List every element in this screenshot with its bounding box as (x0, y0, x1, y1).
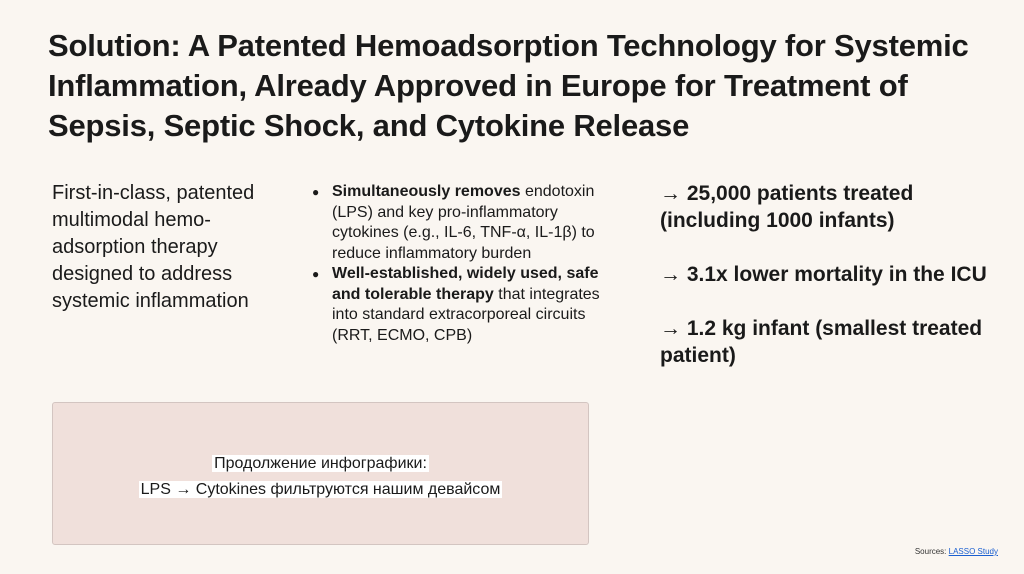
bullet: Well-established, widely used, safe and … (312, 264, 622, 346)
infographic-line: LPS → Cytokines фильтруются нашим девайс… (138, 481, 503, 498)
bullet-list: Simultaneously removes endotoxin (LPS) a… (312, 182, 622, 346)
infographic-placeholder: Продолжение инфографики: LPS → Cytokines… (52, 402, 589, 545)
bullet-bold: Simultaneously removes (332, 183, 521, 200)
lead-text: First-in-class, patented multimodal hemo… (52, 182, 255, 312)
stat: → 25,000 patients treated (including 100… (660, 182, 914, 232)
stats-list: → 25,000 patients treated (including 100… (660, 180, 1000, 396)
bullet-text: endotoxin (LPS) and key pro-inflammatory… (332, 183, 595, 262)
sources-label: Sources: (914, 547, 947, 556)
sources: Sources: LASSO Study (915, 547, 998, 556)
stat: → 3.1x lower mortality in the ICU (660, 263, 987, 286)
slide-title: Solution: A Patented Hemoadsorption Tech… (48, 28, 969, 143)
stat: → 1.2 kg infant (smallest treated patien… (660, 317, 983, 367)
infographic-line: Продолжение инфографики: (212, 455, 429, 472)
bullet-bold: Well-established, widely used, safe and … (332, 265, 599, 303)
bullet-text: that integrates into standard extracorpo… (332, 285, 600, 344)
bullet: Simultaneously removes endotoxin (LPS) a… (312, 182, 622, 264)
sources-link[interactable]: LASSO Study (948, 547, 998, 556)
